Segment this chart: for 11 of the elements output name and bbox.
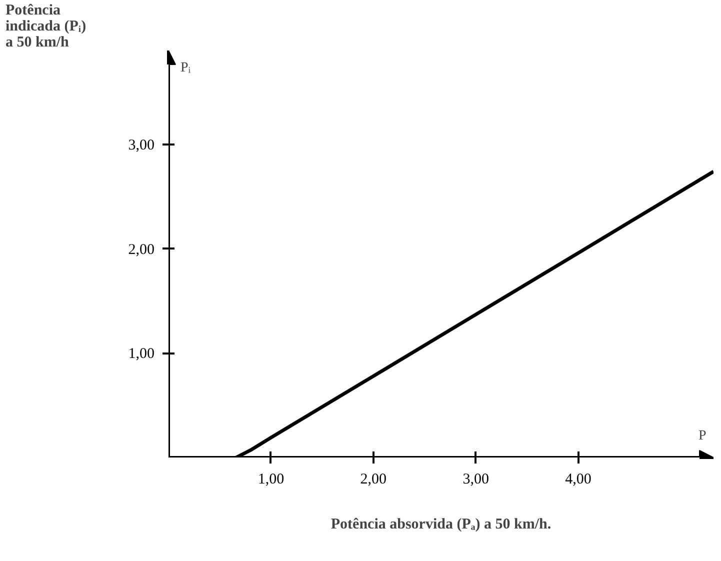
x-tick-label: 2,00	[360, 472, 387, 488]
annotation: Pᵢ	[180, 60, 192, 76]
x-axis-title: Potência absorvida (Pₐ) a 50 km/h.	[330, 516, 552, 532]
x-tick-label: 1,00	[258, 472, 284, 488]
y-tick-label: 2,00	[128, 242, 154, 258]
y-tick-label: 1,00	[128, 346, 154, 362]
annotation: P	[698, 428, 706, 444]
y-axis-title: Potência indicada (Pᵢ) a 50 km/h	[6, 2, 86, 50]
y-tick-label: 3,00	[128, 137, 154, 154]
x-tick-label: 3,00	[462, 472, 489, 488]
x-tick-label: 4,00	[565, 472, 592, 488]
